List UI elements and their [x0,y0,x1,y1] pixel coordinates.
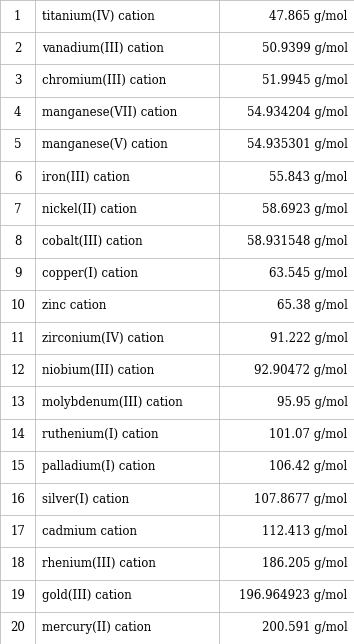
Text: 196.964923 g/mol: 196.964923 g/mol [239,589,348,602]
Text: palladium(I) cation: palladium(I) cation [42,460,155,473]
Text: 9: 9 [14,267,22,280]
Text: 106.42 g/mol: 106.42 g/mol [269,460,348,473]
Text: mercury(II) cation: mercury(II) cation [42,621,151,634]
Text: 10: 10 [10,299,25,312]
Bar [0,322,354,354]
Bar [0,419,354,451]
Text: niobium(III) cation: niobium(III) cation [42,364,154,377]
Text: manganese(V) cation: manganese(V) cation [42,138,167,151]
Text: 11: 11 [10,332,25,345]
Text: 5: 5 [14,138,22,151]
Text: 200.591 g/mol: 200.591 g/mol [262,621,348,634]
Bar [0,193,354,225]
Bar [0,225,354,258]
Text: 95.95 g/mol: 95.95 g/mol [276,396,348,409]
Bar [0,32,354,64]
Text: rhenium(III) cation: rhenium(III) cation [42,557,156,570]
Text: molybdenum(III) cation: molybdenum(III) cation [42,396,183,409]
Text: 3: 3 [14,74,22,87]
Text: titanium(IV) cation: titanium(IV) cation [42,10,155,23]
Text: 19: 19 [10,589,25,602]
Bar [0,354,354,386]
Text: chromium(III) cation: chromium(III) cation [42,74,166,87]
Text: copper(I) cation: copper(I) cation [42,267,138,280]
Text: 54.934204 g/mol: 54.934204 g/mol [247,106,348,119]
Text: 6: 6 [14,171,22,184]
Text: 16: 16 [10,493,25,506]
Text: 107.8677 g/mol: 107.8677 g/mol [255,493,348,506]
Bar [0,129,354,161]
Text: 58.931548 g/mol: 58.931548 g/mol [247,235,348,248]
Text: 55.843 g/mol: 55.843 g/mol [269,171,348,184]
Text: zinc cation: zinc cation [42,299,106,312]
Text: vanadium(III) cation: vanadium(III) cation [42,42,164,55]
Text: 112.413 g/mol: 112.413 g/mol [262,525,348,538]
Bar [0,515,354,547]
Text: 54.935301 g/mol: 54.935301 g/mol [247,138,348,151]
Text: nickel(II) cation: nickel(II) cation [42,203,137,216]
Bar [0,258,354,290]
Text: 50.9399 g/mol: 50.9399 g/mol [262,42,348,55]
Bar [0,451,354,483]
Text: 47.865 g/mol: 47.865 g/mol [269,10,348,23]
Bar [0,290,354,322]
Text: zirconium(IV) cation: zirconium(IV) cation [42,332,164,345]
Bar [0,64,354,97]
Text: 7: 7 [14,203,22,216]
Text: 63.545 g/mol: 63.545 g/mol [269,267,348,280]
Text: 4: 4 [14,106,22,119]
Text: 15: 15 [10,460,25,473]
Text: 8: 8 [14,235,21,248]
Text: 65.38 g/mol: 65.38 g/mol [277,299,348,312]
Text: 58.6923 g/mol: 58.6923 g/mol [262,203,348,216]
Text: 14: 14 [10,428,25,441]
Text: iron(III) cation: iron(III) cation [42,171,130,184]
Bar [0,97,354,129]
Text: ruthenium(I) cation: ruthenium(I) cation [42,428,158,441]
Bar [0,161,354,193]
Text: silver(I) cation: silver(I) cation [42,493,129,506]
Bar [0,483,354,515]
Bar [0,386,354,419]
Bar [0,0,354,32]
Text: 2: 2 [14,42,21,55]
Text: 17: 17 [10,525,25,538]
Bar [0,612,354,644]
Text: 101.07 g/mol: 101.07 g/mol [269,428,348,441]
Text: cobalt(III) cation: cobalt(III) cation [42,235,142,248]
Text: 20: 20 [10,621,25,634]
Text: 1: 1 [14,10,21,23]
Bar [0,547,354,580]
Text: gold(III) cation: gold(III) cation [42,589,132,602]
Text: manganese(VII) cation: manganese(VII) cation [42,106,177,119]
Text: 13: 13 [10,396,25,409]
Text: cadmium cation: cadmium cation [42,525,137,538]
Text: 18: 18 [10,557,25,570]
Text: 12: 12 [10,364,25,377]
Text: 91.222 g/mol: 91.222 g/mol [270,332,348,345]
Bar [0,580,354,612]
Text: 51.9945 g/mol: 51.9945 g/mol [262,74,348,87]
Text: 186.205 g/mol: 186.205 g/mol [262,557,348,570]
Text: 92.90472 g/mol: 92.90472 g/mol [255,364,348,377]
